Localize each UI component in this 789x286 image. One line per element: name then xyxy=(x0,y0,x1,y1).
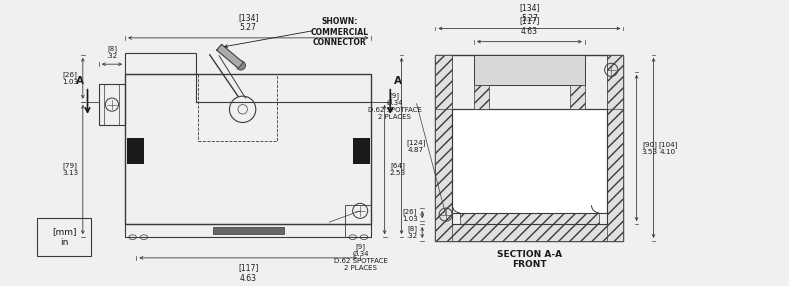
Text: [104]
4.10: [104] 4.10 xyxy=(658,141,678,155)
Text: [124]
4.87: [124] 4.87 xyxy=(406,139,426,153)
Text: [mm]
in: [mm] in xyxy=(52,227,77,247)
Bar xyxy=(607,55,623,241)
Text: [9]
Ø.34
D.62 SPOTFACE
2 PLACES: [9] Ø.34 D.62 SPOTFACE 2 PLACES xyxy=(334,243,387,271)
Text: [8]
.32: [8] .32 xyxy=(107,45,118,59)
Text: [26]
1.03: [26] 1.03 xyxy=(402,208,417,221)
Bar xyxy=(345,205,372,237)
Text: [8]
.32: [8] .32 xyxy=(406,226,417,239)
Text: [9]
Ø.34
D.62 SPOTFACE
2 PLACES: [9] Ø.34 D.62 SPOTFACE 2 PLACES xyxy=(368,92,421,120)
Bar xyxy=(37,219,92,256)
Bar xyxy=(570,85,585,109)
Bar xyxy=(436,55,623,241)
Text: A: A xyxy=(76,76,84,86)
Text: SECTION A-A
FRONT: SECTION A-A FRONT xyxy=(497,250,562,269)
Bar xyxy=(436,55,452,241)
Bar xyxy=(353,138,369,164)
Text: [79]
3.13: [79] 3.13 xyxy=(62,163,78,176)
Bar xyxy=(436,55,452,109)
Bar xyxy=(125,53,196,74)
Bar xyxy=(452,109,607,224)
Text: [134]
5.27: [134] 5.27 xyxy=(238,13,259,32)
Text: A: A xyxy=(394,76,402,86)
Polygon shape xyxy=(217,44,243,68)
Bar xyxy=(125,74,372,224)
Bar xyxy=(474,55,585,85)
Bar xyxy=(125,224,372,237)
Text: [64]
2.53: [64] 2.53 xyxy=(389,163,406,176)
Text: [90]
3.53: [90] 3.53 xyxy=(641,141,657,155)
Bar xyxy=(213,227,283,234)
Bar xyxy=(460,213,599,224)
Text: SHOWN:
COMMERCIAL
CONNECTOR: SHOWN: COMMERCIAL CONNECTOR xyxy=(310,17,368,47)
Text: [117]
4.63: [117] 4.63 xyxy=(238,263,259,283)
Bar xyxy=(99,84,125,125)
Bar xyxy=(607,55,623,109)
Bar xyxy=(197,74,278,141)
Circle shape xyxy=(236,61,245,70)
Bar xyxy=(474,85,489,109)
Text: [134]
5.27: [134] 5.27 xyxy=(519,3,540,23)
Text: [26]
1.03: [26] 1.03 xyxy=(62,72,78,85)
Bar xyxy=(436,224,623,241)
Bar xyxy=(452,109,607,213)
Text: [117]
4.63: [117] 4.63 xyxy=(519,17,540,36)
Bar xyxy=(127,138,144,164)
